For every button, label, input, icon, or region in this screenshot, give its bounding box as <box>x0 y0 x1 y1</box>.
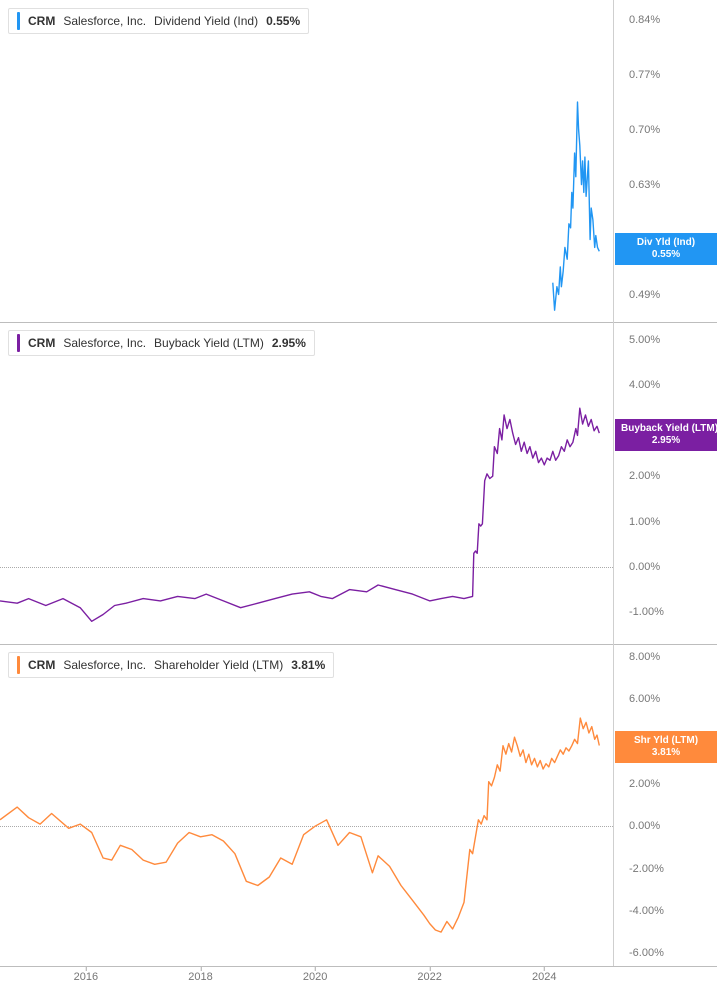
y-tick-label: 1.00% <box>629 516 717 528</box>
y-tick-label: 0.84% <box>629 14 717 26</box>
legend-value: 2.95% <box>272 335 306 351</box>
legend[interactable]: CRM Salesforce, Inc. Shareholder Yield (LT… <box>8 652 334 678</box>
legend[interactable]: CRM Salesforce, Inc. Buyback Yield (LTM) 2.… <box>8 330 315 356</box>
legend-metric: Buyback Yield (LTM) <box>154 335 264 351</box>
y-tick-label: 5.00% <box>629 334 717 346</box>
series-line <box>0 644 613 966</box>
y-tick-label: 0.00% <box>629 820 717 832</box>
y-tick-label: 0.63% <box>629 179 717 191</box>
y-axis-separator <box>613 0 614 966</box>
x-axis: 20162018202020222024 <box>0 966 717 967</box>
legend-company: Salesforce, Inc. <box>63 335 146 351</box>
legend[interactable]: CRM Salesforce, Inc. Dividend Yield (Ind) 0… <box>8 8 309 34</box>
legend-company: Salesforce, Inc. <box>63 657 146 673</box>
value-label-title: Shr Yld (LTM) <box>621 735 711 747</box>
legend-metric: Shareholder Yield (LTM) <box>154 657 283 673</box>
legend-color-swatch <box>17 656 20 674</box>
y-tick-label: 0.70% <box>629 124 717 136</box>
chart-page: 0.49%0.63%0.70%0.77%0.84%Div Yld (Ind)0.… <box>0 0 717 1005</box>
panel-buyback-yield[interactable]: -1.00%0.00%1.00%2.00%3.00%4.00%5.00%Buyb… <box>0 322 717 644</box>
y-tick-label: 4.00% <box>629 379 717 391</box>
y-tick-label: 0.77% <box>629 69 717 81</box>
value-label-title: Div Yld (Ind) <box>621 237 711 249</box>
x-tick-label: 2016 <box>74 971 98 983</box>
x-tick-label: 2020 <box>303 971 327 983</box>
legend-color-swatch <box>17 12 20 30</box>
legend-company: Salesforce, Inc. <box>63 13 146 29</box>
panel-shareholder-yield[interactable]: -6.00%-4.00%-2.00%0.00%2.00%4.00%6.00%8.… <box>0 644 717 966</box>
legend-ticker: CRM <box>28 13 55 29</box>
series-line <box>0 322 613 644</box>
y-tick-label: 8.00% <box>629 651 717 663</box>
y-tick-label: -6.00% <box>629 947 717 959</box>
legend-metric: Dividend Yield (Ind) <box>154 13 258 29</box>
y-tick-label: -1.00% <box>629 606 717 618</box>
x-tick-label: 2022 <box>417 971 441 983</box>
y-tick-label: -4.00% <box>629 905 717 917</box>
legend-ticker: CRM <box>28 657 55 673</box>
current-value-label: Shr Yld (LTM)3.81% <box>615 731 717 763</box>
current-value-label: Buyback Yield (LTM)2.95% <box>615 419 717 451</box>
panel-div-yield[interactable]: 0.49%0.63%0.70%0.77%0.84%Div Yld (Ind)0.… <box>0 0 717 322</box>
value-label-value: 0.55% <box>621 249 711 261</box>
legend-color-swatch <box>17 334 20 352</box>
x-tick-label: 2018 <box>188 971 212 983</box>
x-tick-label: 2024 <box>532 971 556 983</box>
legend-value: 3.81% <box>291 657 325 673</box>
y-tick-label: 2.00% <box>629 778 717 790</box>
current-value-label: Div Yld (Ind)0.55% <box>615 233 717 265</box>
y-tick-label: 6.00% <box>629 693 717 705</box>
legend-ticker: CRM <box>28 335 55 351</box>
panel-separator <box>0 322 717 323</box>
value-label-value: 3.81% <box>621 747 711 759</box>
y-tick-label: 0.49% <box>629 289 717 301</box>
value-label-title: Buyback Yield (LTM) <box>621 423 711 435</box>
y-tick-label: -2.00% <box>629 863 717 875</box>
panel-separator <box>0 644 717 645</box>
value-label-value: 2.95% <box>621 435 711 447</box>
y-tick-label: 0.00% <box>629 561 717 573</box>
y-tick-label: 2.00% <box>629 470 717 482</box>
legend-value: 0.55% <box>266 13 300 29</box>
series-line <box>0 0 613 322</box>
